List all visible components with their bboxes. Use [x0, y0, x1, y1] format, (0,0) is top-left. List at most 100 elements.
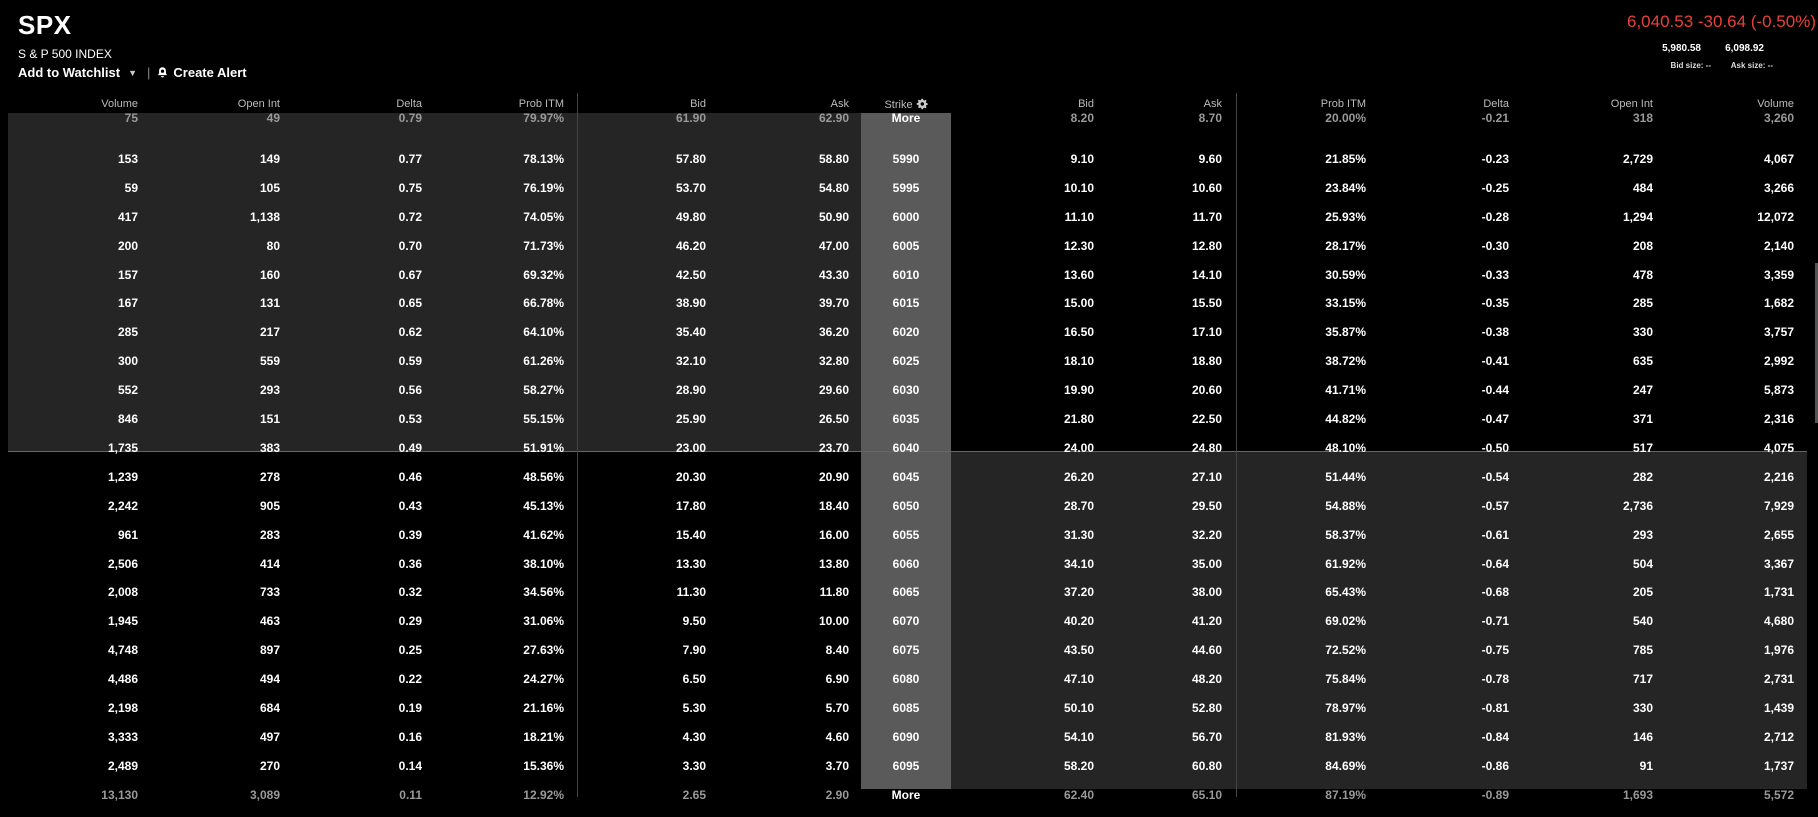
- strike-header[interactable]: Strike: [876, 98, 936, 111]
- more-strikes-button[interactable]: More: [891, 787, 921, 802]
- put-ask-cell[interactable]: 9.60: [1198, 151, 1222, 166]
- call-ask-cell[interactable]: 2.90: [825, 787, 849, 802]
- put-ask-cell[interactable]: 48.20: [1191, 672, 1222, 687]
- put-ask-cell[interactable]: 10.60: [1191, 180, 1222, 195]
- call-bid-cell[interactable]: 2.65: [682, 787, 706, 802]
- call-bid-cell[interactable]: 5.30: [682, 701, 706, 715]
- put-bid-cell[interactable]: 37.20: [1063, 585, 1094, 600]
- call-ask-cell[interactable]: 6.90: [825, 672, 849, 687]
- put-bid-cell[interactable]: 58.20: [1063, 758, 1094, 773]
- call-ask-cell[interactable]: 5.70: [825, 701, 849, 715]
- call-ask-cell[interactable]: 29.60: [818, 383, 849, 398]
- puts-header-ask[interactable]: Ask: [1203, 98, 1222, 110]
- call-ask-cell[interactable]: 11.80: [819, 585, 849, 600]
- put-ask-cell[interactable]: 17.10: [1191, 325, 1222, 340]
- put-ask-cell[interactable]: 38.00: [1191, 585, 1222, 600]
- put-ask-cell[interactable]: 56.70: [1191, 729, 1222, 744]
- calls-header-prob-itm[interactable]: Prob ITM: [518, 98, 564, 110]
- put-ask-cell[interactable]: 29.50: [1191, 498, 1222, 513]
- call-bid-cell[interactable]: 11.30: [676, 585, 706, 600]
- put-ask-cell[interactable]: 65.10: [1191, 787, 1222, 802]
- put-ask-cell[interactable]: 14.10: [1191, 267, 1222, 282]
- call-ask-cell[interactable]: 4.60: [825, 729, 849, 744]
- gear-icon[interactable]: [916, 98, 928, 110]
- put-bid-cell[interactable]: 21.80: [1063, 412, 1094, 426]
- call-ask-cell[interactable]: 39.70: [818, 296, 849, 311]
- put-bid-cell[interactable]: 19.90: [1063, 383, 1094, 398]
- call-bid-cell[interactable]: 3.30: [682, 758, 706, 773]
- calls-header-ask[interactable]: Ask: [830, 98, 849, 110]
- call-bid-cell[interactable]: 35.40: [675, 325, 706, 340]
- put-bid-cell[interactable]: 13.60: [1063, 267, 1094, 282]
- calls-header-bid[interactable]: Bid: [690, 98, 706, 110]
- puts-header-open-int[interactable]: Open Int: [1610, 98, 1653, 110]
- call-bid-cell[interactable]: 32.10: [675, 354, 706, 369]
- call-ask-cell[interactable]: 32.80: [818, 354, 849, 369]
- put-bid-cell[interactable]: 40.20: [1063, 614, 1094, 629]
- call-bid-cell[interactable]: 57.80: [675, 151, 706, 166]
- put-bid-cell[interactable]: 54.10: [1063, 729, 1094, 744]
- put-ask-cell[interactable]: 15.50: [1191, 296, 1222, 311]
- put-ask-cell[interactable]: 11.70: [1192, 209, 1222, 224]
- put-ask-cell[interactable]: 35.00: [1191, 556, 1222, 571]
- call-ask-cell[interactable]: 50.90: [818, 209, 849, 224]
- put-ask-cell[interactable]: 44.60: [1191, 643, 1222, 658]
- call-ask-cell[interactable]: 13.80: [818, 556, 849, 571]
- call-ask-cell[interactable]: 62.90: [818, 111, 849, 125]
- call-bid-cell[interactable]: 17.80: [675, 498, 706, 513]
- chevron-down-icon[interactable]: ▼: [128, 67, 137, 78]
- scrollbar[interactable]: [1815, 263, 1818, 423]
- calls-header-open-int[interactable]: Open Int: [237, 98, 280, 110]
- call-bid-cell[interactable]: 42.50: [675, 267, 706, 282]
- call-ask-cell[interactable]: 10.00: [818, 614, 849, 629]
- call-bid-cell[interactable]: 7.90: [682, 643, 706, 658]
- call-ask-cell[interactable]: 54.80: [818, 180, 849, 195]
- call-bid-cell[interactable]: 20.30: [675, 469, 706, 484]
- call-bid-cell[interactable]: 28.90: [675, 383, 706, 398]
- call-bid-cell[interactable]: 6.50: [682, 672, 706, 687]
- put-bid-cell[interactable]: 28.70: [1063, 498, 1094, 513]
- put-bid-cell[interactable]: 16.50: [1063, 325, 1094, 340]
- put-bid-cell[interactable]: 43.50: [1063, 643, 1094, 658]
- put-bid-cell[interactable]: 26.20: [1063, 469, 1094, 484]
- call-ask-cell[interactable]: 23.70: [818, 440, 849, 455]
- put-ask-cell[interactable]: 12.80: [1191, 238, 1222, 253]
- call-bid-cell[interactable]: 38.90: [675, 296, 706, 311]
- calls-header-volume[interactable]: Volume: [101, 98, 138, 110]
- call-ask-cell[interactable]: 18.40: [818, 498, 849, 513]
- put-ask-cell[interactable]: 22.50: [1191, 412, 1222, 426]
- put-ask-cell[interactable]: 41.20: [1191, 614, 1222, 629]
- call-bid-cell[interactable]: 13.30: [675, 556, 706, 571]
- put-bid-cell[interactable]: 34.10: [1063, 556, 1094, 571]
- more-strikes-button[interactable]: More: [891, 111, 921, 125]
- call-ask-cell[interactable]: 43.30: [818, 267, 849, 282]
- puts-header-bid[interactable]: Bid: [1078, 98, 1094, 110]
- put-bid-cell[interactable]: 10.10: [1063, 180, 1094, 195]
- put-bid-cell[interactable]: 9.10: [1070, 151, 1094, 166]
- put-ask-cell[interactable]: 18.80: [1191, 354, 1222, 369]
- put-ask-cell[interactable]: 27.10: [1191, 469, 1222, 484]
- call-bid-cell[interactable]: 9.50: [682, 614, 706, 629]
- call-ask-cell[interactable]: 20.90: [818, 469, 849, 484]
- put-bid-cell[interactable]: 15.00: [1063, 296, 1094, 311]
- create-alert-button[interactable]: Create Alert: [173, 65, 247, 80]
- put-ask-cell[interactable]: 32.20: [1191, 527, 1222, 542]
- call-ask-cell[interactable]: 3.70: [825, 758, 849, 773]
- put-bid-cell[interactable]: 50.10: [1063, 701, 1094, 715]
- put-bid-cell[interactable]: 47.10: [1063, 672, 1094, 687]
- call-bid-cell[interactable]: 4.30: [682, 729, 706, 744]
- put-bid-cell[interactable]: 8.20: [1070, 111, 1094, 125]
- puts-header-prob-itm[interactable]: Prob ITM: [1320, 98, 1366, 110]
- call-ask-cell[interactable]: 26.50: [818, 412, 849, 426]
- put-ask-cell[interactable]: 20.60: [1191, 383, 1222, 398]
- call-bid-cell[interactable]: 46.20: [675, 238, 706, 253]
- call-ask-cell[interactable]: 47.00: [818, 238, 849, 253]
- call-ask-cell[interactable]: 36.20: [818, 325, 849, 340]
- call-bid-cell[interactable]: 25.90: [675, 412, 706, 426]
- put-bid-cell[interactable]: 24.00: [1063, 440, 1094, 455]
- put-ask-cell[interactable]: 24.80: [1191, 440, 1222, 455]
- call-bid-cell[interactable]: 61.90: [675, 111, 706, 125]
- put-ask-cell[interactable]: 60.80: [1191, 758, 1222, 773]
- call-bid-cell[interactable]: 15.40: [675, 527, 706, 542]
- call-ask-cell[interactable]: 8.40: [825, 643, 849, 658]
